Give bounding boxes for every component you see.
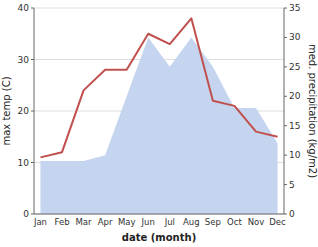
y2-tick bbox=[284, 66, 287, 67]
y2-axis-line bbox=[284, 8, 285, 214]
x-tick-label: Apr bbox=[98, 217, 113, 227]
x-tick-label: Dec bbox=[269, 217, 286, 227]
grid-line bbox=[34, 214, 284, 215]
x-tick-label: May bbox=[118, 217, 136, 227]
y-tick bbox=[31, 162, 34, 163]
y-tick bbox=[31, 111, 34, 112]
x-tick-label: Aug bbox=[183, 217, 200, 227]
y-tick-label: 30 bbox=[18, 55, 30, 65]
y2-tick-label: 15 bbox=[289, 121, 300, 131]
x-tick-label: Jun bbox=[141, 217, 155, 227]
y2-tick bbox=[284, 8, 287, 9]
y-tick-label: 0 bbox=[23, 209, 29, 219]
x-tick-label: Oct bbox=[227, 217, 242, 227]
y2-tick-label: 35 bbox=[289, 3, 300, 13]
precipitation-area bbox=[40, 37, 277, 214]
y-tick bbox=[31, 8, 34, 9]
axes: 0 10 20 30 40 0 5 10 15 20 25 30 35 Jan Feb Mar Apr May Ju… bbox=[18, 3, 301, 227]
y-axis-label: max temp (C) bbox=[1, 76, 12, 145]
y2-tick-label: 5 bbox=[289, 180, 295, 190]
y2-tick-label: 20 bbox=[289, 91, 301, 101]
y2-tick-label: 10 bbox=[289, 150, 301, 160]
y2-tick bbox=[284, 37, 287, 38]
y2-tick bbox=[284, 184, 287, 185]
y2-tick bbox=[284, 96, 287, 97]
grid-line bbox=[34, 8, 284, 9]
y2-tick-label: 30 bbox=[289, 32, 301, 42]
grid bbox=[34, 8, 284, 214]
chart: 0 10 20 30 40 0 5 10 15 20 25 30 35 Jan Feb Mar Apr May Ju… bbox=[0, 0, 318, 247]
x-tick-label: Jul bbox=[164, 217, 175, 227]
x-tick-label: Nov bbox=[248, 217, 265, 227]
y-tick bbox=[31, 59, 34, 60]
y-tick-label: 20 bbox=[18, 106, 30, 116]
plot-area bbox=[40, 18, 277, 214]
x-tick-label: Jan bbox=[33, 217, 47, 227]
x-axis-line bbox=[34, 214, 284, 215]
temperature-line bbox=[40, 18, 277, 157]
y2-tick bbox=[284, 155, 287, 156]
y-tick-label: 40 bbox=[18, 3, 30, 13]
y-tick bbox=[31, 214, 34, 215]
y2-tick-label: 25 bbox=[289, 62, 300, 72]
y-tick-label: 10 bbox=[18, 158, 30, 168]
x-tick-label: Mar bbox=[76, 217, 93, 227]
x-tick-label: Feb bbox=[54, 217, 69, 227]
y2-tick-label: 0 bbox=[289, 209, 295, 219]
y2-axis-label: med. precipitation (kg/m2) bbox=[307, 44, 318, 178]
x-axis-label: date (month) bbox=[122, 232, 196, 243]
x-tick-label: Sep bbox=[205, 217, 221, 227]
y2-tick bbox=[284, 125, 287, 126]
y2-tick bbox=[284, 214, 287, 215]
